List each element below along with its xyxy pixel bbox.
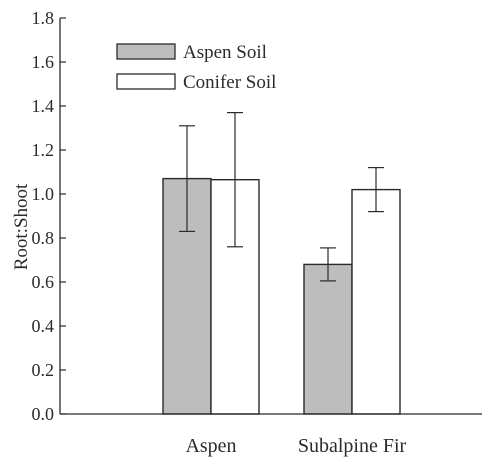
x-tick-label: Subalpine Fir bbox=[298, 435, 407, 457]
y-tick-label: 0.0 bbox=[32, 404, 55, 424]
y-tick-label: 1.2 bbox=[32, 140, 55, 160]
x-tick-label: Aspen bbox=[185, 435, 236, 457]
error-bars-layer bbox=[179, 111, 384, 282]
bar-aspen-soil bbox=[303, 263, 353, 415]
y-tick-label: 0.4 bbox=[32, 316, 55, 336]
legend-label: Aspen Soil bbox=[183, 42, 267, 63]
y-tick-label: 1.0 bbox=[32, 184, 55, 204]
y-tick-label: 0.6 bbox=[32, 272, 55, 292]
legend-label: Conifer Soil bbox=[183, 72, 276, 93]
bars-layer bbox=[162, 177, 401, 415]
y-tick-label: 1.8 bbox=[32, 8, 55, 28]
y-tick-label: 0.2 bbox=[32, 360, 55, 380]
axes-layer: 0.0 0.2 0.4 0.6 0.8 1.0 1.2 1.4 1.6 1.8 Aspen Subal… bbox=[32, 8, 482, 457]
legend: Aspen Soil Conifer Soil bbox=[116, 42, 276, 93]
y-tick-label: 0.8 bbox=[32, 228, 55, 248]
y-tick-label: 1.4 bbox=[32, 96, 55, 116]
y-tick-label: 1.6 bbox=[32, 52, 55, 72]
bar-conifer-soil bbox=[351, 188, 401, 415]
legend-swatch bbox=[116, 73, 176, 90]
legend-swatch bbox=[116, 43, 176, 60]
y-axis-label: Root:Shoot bbox=[11, 183, 32, 270]
